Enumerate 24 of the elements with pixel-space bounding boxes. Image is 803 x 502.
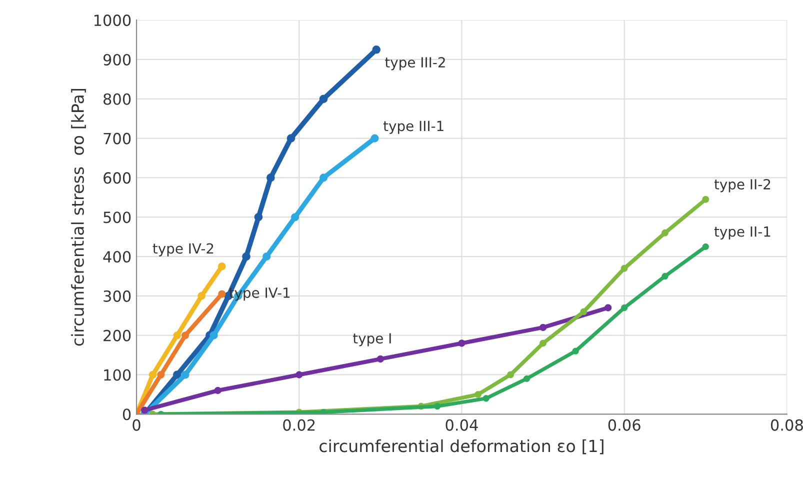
series-label: type III-2 — [385, 57, 445, 70]
series-label: type II-1 — [714, 226, 770, 240]
series-label: type III-1 — [383, 120, 444, 134]
y-tick-label: 900 — [103, 54, 131, 66]
y-tick-label: 100 — [104, 369, 131, 381]
y-tick-label: 800 — [104, 93, 131, 105]
y-tick-label: 400 — [103, 250, 131, 263]
series-label: type IV-2 — [152, 243, 214, 256]
y-axis-title: circumferential stress σo [kPa] — [71, 88, 86, 346]
x-tick-label: 0 — [132, 419, 140, 431]
series-label: type II-2 — [714, 179, 770, 192]
y-tick-label: 300 — [104, 290, 131, 302]
x-tick-label: 0.02 — [283, 419, 315, 431]
x-tick-label: 0.06 — [608, 419, 640, 431]
y-tick-label: 1000 — [94, 14, 131, 26]
x-tick-label: 0.04 — [446, 419, 478, 431]
y-tick-label: 0 — [122, 408, 131, 420]
series-label: type I — [353, 333, 391, 346]
y-tick-label: 500 — [104, 212, 131, 224]
x-axis-title: circumferential deformation εo [1] — [320, 439, 604, 454]
x-tick-label: 0.08 — [770, 419, 803, 431]
y-tick-label: 200 — [104, 330, 131, 342]
y-tick-label: 700 — [104, 132, 131, 144]
y-tick-label: 600 — [104, 172, 131, 184]
